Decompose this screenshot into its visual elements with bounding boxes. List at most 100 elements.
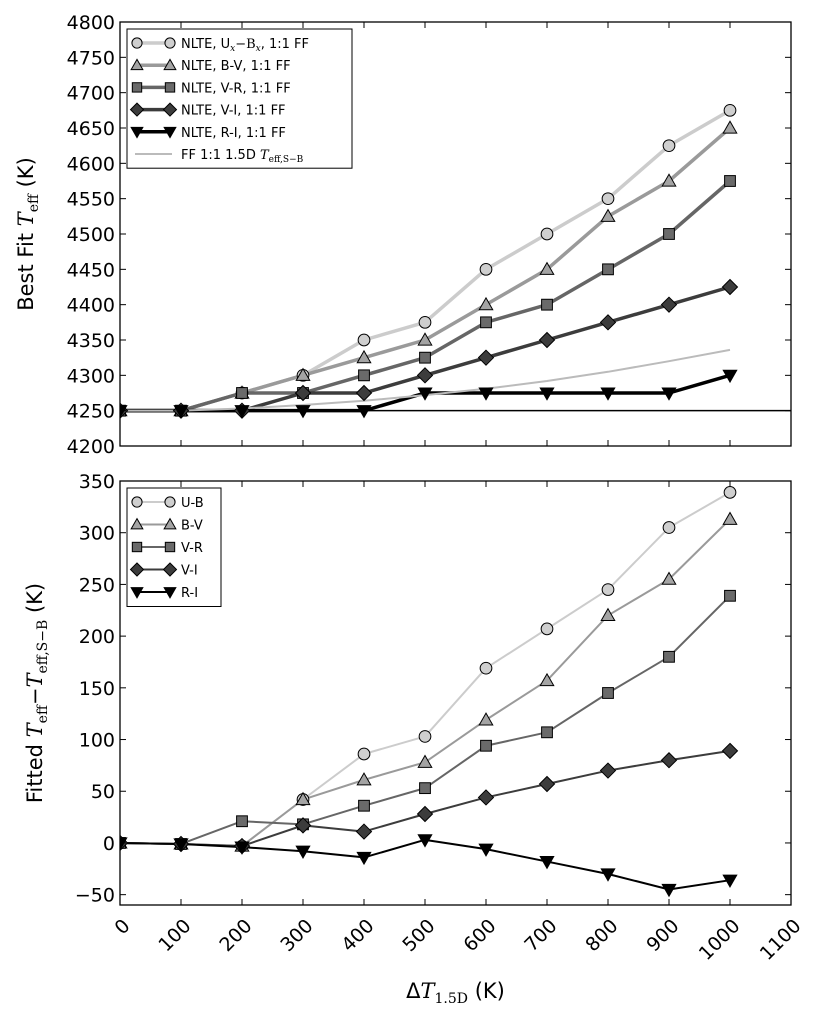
data-point-s1-8 [601, 583, 615, 596]
data-point-s2-4 [356, 772, 372, 786]
data-point-s5-2 [234, 405, 250, 419]
y-tick-label: 250 [79, 574, 115, 596]
data-point-s3-10 [724, 175, 736, 187]
legend-marker [130, 58, 144, 71]
data-point-s2-3 [295, 367, 311, 381]
x-tick-label: 300 [276, 915, 317, 956]
y-tick-label: 0 [103, 833, 115, 855]
y-axis-title: Fitted Teff−Teff,S−B (K) [23, 583, 51, 803]
data-point-s2-7 [539, 261, 555, 275]
y-tick-label: −50 [75, 885, 115, 907]
data-point-s5-8 [600, 868, 616, 882]
x-tick-label: 400 [337, 915, 378, 956]
data-point-s3-7 [541, 726, 553, 739]
data-point-s5-0 [120, 837, 128, 851]
data-point-s5-7 [539, 387, 555, 401]
legend-label: FF 1:1 1.5D Teff,S−B [181, 148, 304, 165]
data-point-s4-6 [477, 349, 495, 366]
x-tick-label: 600 [459, 915, 500, 956]
legend-label: B-V [181, 519, 203, 534]
data-point-s5-2 [234, 841, 250, 855]
data-point-s5-6 [478, 387, 494, 401]
data-point-s5-9 [661, 387, 677, 401]
data-point-s1-7 [540, 622, 554, 636]
data-point-s4-5 [416, 367, 434, 384]
data-point-s3-8 [602, 687, 614, 699]
data-point-s1-5 [418, 315, 432, 329]
x-tick-label: 800 [581, 915, 622, 956]
data-point-s1-4 [357, 333, 371, 347]
data-point-s2-9 [661, 571, 677, 585]
y-tick-label: 4450 [67, 259, 115, 281]
y-tick-label: 4700 [67, 83, 115, 105]
data-point-s4-4 [355, 384, 373, 402]
legend-marker [131, 37, 143, 49]
data-point-s3-5 [419, 351, 431, 364]
data-point-s4-3 [294, 384, 312, 402]
legend-marker [162, 102, 178, 117]
data-point-s2-8 [600, 208, 616, 222]
y-tick-label: 4250 [67, 401, 115, 423]
legend-marker [131, 82, 143, 93]
data-point-s4-10 [721, 742, 739, 760]
legend-label: NLTE, V-I, 1:1 FF [181, 104, 286, 119]
data-point-s5-1 [173, 838, 189, 852]
data-point-s4-8 [599, 762, 617, 779]
series-layer [120, 486, 739, 898]
legend-label: R-I [181, 586, 198, 601]
data-point-s2-7 [539, 672, 555, 687]
data-point-s3-4 [358, 369, 370, 382]
legend-marker [129, 562, 145, 577]
y-tick-label: 4500 [67, 224, 115, 246]
data-point-s1-4 [357, 747, 371, 761]
legend-label: NLTE, V-R, 1:1 FF [181, 81, 291, 96]
data-point-s5-1 [173, 405, 189, 419]
x-tick-label: 1100 [756, 915, 806, 965]
legend-marker [164, 82, 176, 93]
axes-frame [119, 480, 792, 906]
legend-marker [163, 126, 177, 139]
y-tick-label: 4750 [67, 47, 115, 69]
data-point-s3-5 [419, 782, 431, 795]
data-point-s2-5 [417, 332, 433, 346]
y-tick-label: 4800 [67, 12, 115, 34]
data-point-s5-10 [722, 874, 738, 888]
data-point-s4-10 [721, 278, 739, 296]
y-tick-label: 4300 [67, 365, 115, 387]
data-point-s2-5 [417, 754, 433, 768]
data-point-s5-5 [417, 834, 433, 848]
data-point-s4-6 [477, 789, 495, 806]
legend-label: NLTE, Ux−Bx, 1:1 FF [181, 37, 309, 54]
legend-label: NLTE, B-V, 1:1 FF [181, 59, 291, 74]
data-point-s1-9 [662, 521, 676, 534]
data-point-s3-9 [663, 228, 675, 240]
legend: U-B B-V V-R V-I R-I [126, 487, 222, 607]
data-point-s1-9 [662, 139, 676, 153]
data-point-s5-4 [356, 405, 372, 419]
legend: NLTE, Ux−Bx, 1:1 FF NLTE, B-V, 1:1 FF NLTE… [126, 28, 353, 169]
legend-label: V-I [181, 564, 198, 579]
data-point-s3-9 [663, 650, 675, 663]
data-point-s1-10 [723, 486, 737, 499]
data-point-s3-6 [480, 739, 492, 752]
y-tick-label: 4400 [67, 295, 115, 317]
data-point-s2-10 [722, 120, 738, 134]
legend-marker [164, 37, 176, 49]
y-tick-label: 50 [91, 781, 115, 803]
x-tick-label: 200 [215, 915, 256, 956]
data-point-s4-5 [416, 805, 434, 823]
y-tick-label: 4200 [67, 436, 115, 458]
y-tick-label: 100 [79, 730, 115, 752]
y-tick-label: 4350 [67, 330, 115, 352]
legend-label: U-B [181, 496, 204, 511]
data-point-s5-4 [356, 851, 372, 866]
legend-label: NLTE, R-I, 1:1 FF [181, 126, 286, 141]
top-panel: 4200 4250 4300 4350 4400 4450 4500 4550 4600 4650… [14, 12, 792, 458]
data-point-s3-4 [358, 799, 370, 812]
y-tick-label: 4650 [67, 118, 115, 140]
x-tick-label: 0 [110, 915, 134, 939]
data-point-s2-6 [478, 712, 494, 726]
y-tick-label: 4600 [67, 153, 115, 175]
y-tick-label: 300 [79, 523, 115, 545]
